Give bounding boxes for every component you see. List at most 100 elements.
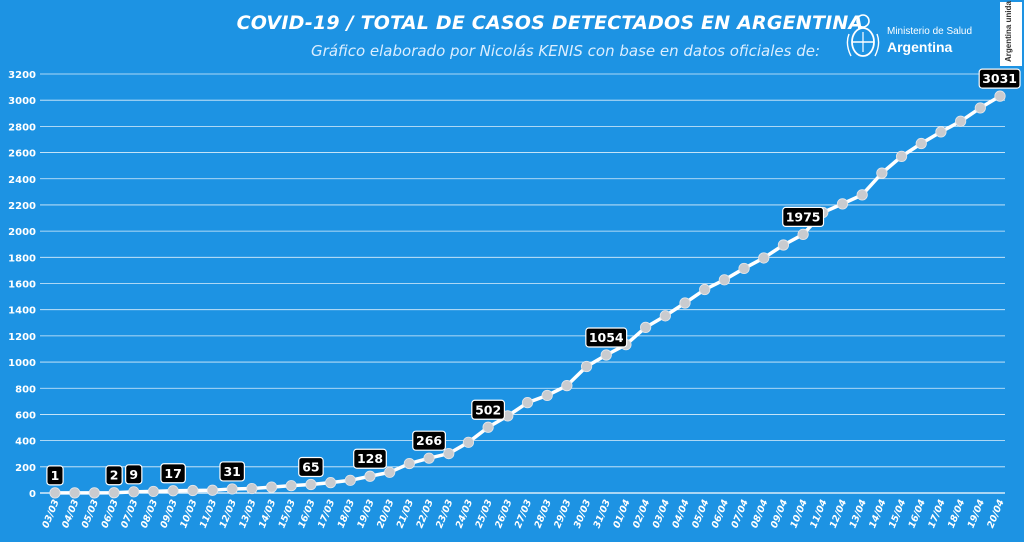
- data-label: 1054: [589, 330, 624, 345]
- data-point-27/03: [521, 397, 534, 409]
- y-axis-ticks: 0 200 400 600 800 1000 1200 1400 1600 1800 2000 220…: [8, 70, 36, 500]
- data-label-box: [978, 68, 1021, 89]
- data-point-10/03: [187, 484, 199, 497]
- data-point-09/03: [167, 485, 179, 497]
- coat-of-arms-icon: [846, 14, 880, 57]
- x-tick-label: 10/03: [178, 498, 200, 530]
- data-label: 1975: [786, 209, 821, 224]
- x-tick-label: 14/03: [257, 498, 279, 530]
- x-tick-label: 23/03: [434, 498, 456, 530]
- argentina-unida-badge: Argentina unida: [1000, 1, 1022, 66]
- y-tick-label: 3000: [8, 96, 36, 107]
- x-tick-label: 15/04: [887, 498, 909, 530]
- y-tick-label: 1600: [8, 280, 36, 291]
- y-tick-label: 600: [15, 410, 36, 421]
- x-tick-label: 21/03: [395, 498, 417, 530]
- data-label-box: [105, 465, 123, 486]
- data-point-29/03: [561, 380, 573, 392]
- x-tick-label: 26/03: [493, 498, 515, 530]
- logo-country-text: Argentina: [887, 39, 953, 55]
- y-tick-label: 200: [15, 463, 36, 474]
- gridlines: [40, 73, 1005, 494]
- x-tick-label: 29/03: [552, 498, 574, 530]
- x-tick-label: 13/04: [848, 498, 870, 530]
- data-point-25/03: [482, 421, 494, 433]
- data-point-20/03: [384, 466, 396, 478]
- data-label-box: [782, 206, 825, 227]
- data-point-22/03: [423, 452, 435, 464]
- data-point-14/03: [265, 481, 278, 493]
- data-point-14/04: [876, 167, 888, 179]
- y-tick-label: 1200: [8, 332, 36, 343]
- data-point-13/03: [246, 482, 258, 495]
- data-label: 1: [51, 468, 60, 483]
- data-point-12/03: [226, 483, 238, 495]
- data-point-19/04: [974, 102, 986, 114]
- data-label-box: [353, 448, 387, 469]
- data-point-05/03: [88, 487, 100, 499]
- x-tick-label: 04/04: [670, 498, 692, 530]
- x-tick-label: 16/03: [296, 498, 318, 530]
- data-point-03/03: [49, 487, 61, 499]
- data-point-15/04: [895, 150, 908, 162]
- data-point-07/03: [128, 486, 140, 498]
- data-point-18/03: [344, 474, 356, 486]
- data-label-box: [471, 399, 506, 420]
- data-label: 266: [416, 433, 442, 448]
- x-tick-label: 05/03: [80, 498, 102, 530]
- x-tick-label: 10/04: [788, 498, 810, 530]
- data-point-18/04: [955, 115, 967, 127]
- x-tick-label: 27/03: [513, 498, 535, 530]
- x-tick-label: 04/03: [60, 498, 82, 530]
- x-tick-label: 22/03: [414, 498, 436, 530]
- x-tick-label: 18/04: [946, 498, 968, 530]
- chart-title: COVID-19 / TOTAL DE CASOS DETECTADOS EN …: [236, 12, 864, 34]
- data-point-08/03: [147, 485, 160, 498]
- y-tick-label: 2400: [8, 175, 36, 186]
- x-tick-label: 08/04: [749, 498, 771, 530]
- data-point-31/03: [600, 349, 612, 361]
- y-tick-label: 1800: [8, 253, 36, 264]
- x-tick-label: 25/03: [473, 498, 495, 530]
- y-tick-label: 1400: [8, 306, 36, 317]
- data-label-box: [298, 456, 324, 478]
- ministry-logo: Ministerio de Salud Argentina: [845, 12, 995, 62]
- data-point-16/04: [915, 137, 927, 150]
- y-tick-label: 2200: [8, 201, 36, 212]
- x-tick-label: 20/04: [985, 498, 1007, 530]
- y-tick-label: 2800: [8, 122, 36, 133]
- data-label-box: [46, 465, 64, 486]
- data-label-box: [412, 430, 446, 451]
- x-tick-label: 08/03: [139, 498, 161, 530]
- y-tick-label: 800: [15, 384, 36, 395]
- x-tick-label: 24/03: [454, 498, 476, 530]
- x-tick-label: 09/04: [769, 498, 791, 530]
- data-label: 17: [164, 466, 181, 481]
- data-point-19/03: [364, 470, 376, 482]
- x-tick-label: 16/04: [907, 498, 929, 530]
- x-tick-label: 02/04: [631, 498, 653, 530]
- data-point-11/03: [206, 484, 219, 496]
- x-tick-label: 03/04: [651, 498, 673, 530]
- series-line-layer: [55, 94, 1001, 495]
- x-tick-label: 03/03: [40, 498, 62, 530]
- x-tick-label: 19/04: [966, 498, 988, 530]
- data-point-05/04: [699, 283, 711, 296]
- data-point-02/04: [640, 321, 652, 333]
- x-tick-label: 17/04: [926, 498, 948, 530]
- data-point-06/04: [718, 274, 730, 286]
- y-tick-label: 2000: [8, 227, 36, 238]
- x-tick-label: 15/03: [277, 498, 299, 530]
- data-label: 2: [110, 468, 119, 483]
- data-point-28/03: [541, 389, 553, 402]
- x-tick-label: 17/03: [316, 498, 338, 530]
- data-point-17/04: [935, 126, 947, 138]
- data-label: 502: [475, 402, 501, 417]
- series-line: [55, 94, 1001, 495]
- data-label: 31: [223, 464, 240, 479]
- chart-subtitle: Gráfico elaborado por Nicolás KENIS con …: [311, 42, 820, 60]
- y-tick-label: 400: [15, 437, 36, 448]
- x-axis-ticks: 03/0304/0305/0306/0307/0308/0309/0310/03…: [40, 492, 1007, 530]
- x-tick-label: 31/03: [592, 498, 614, 530]
